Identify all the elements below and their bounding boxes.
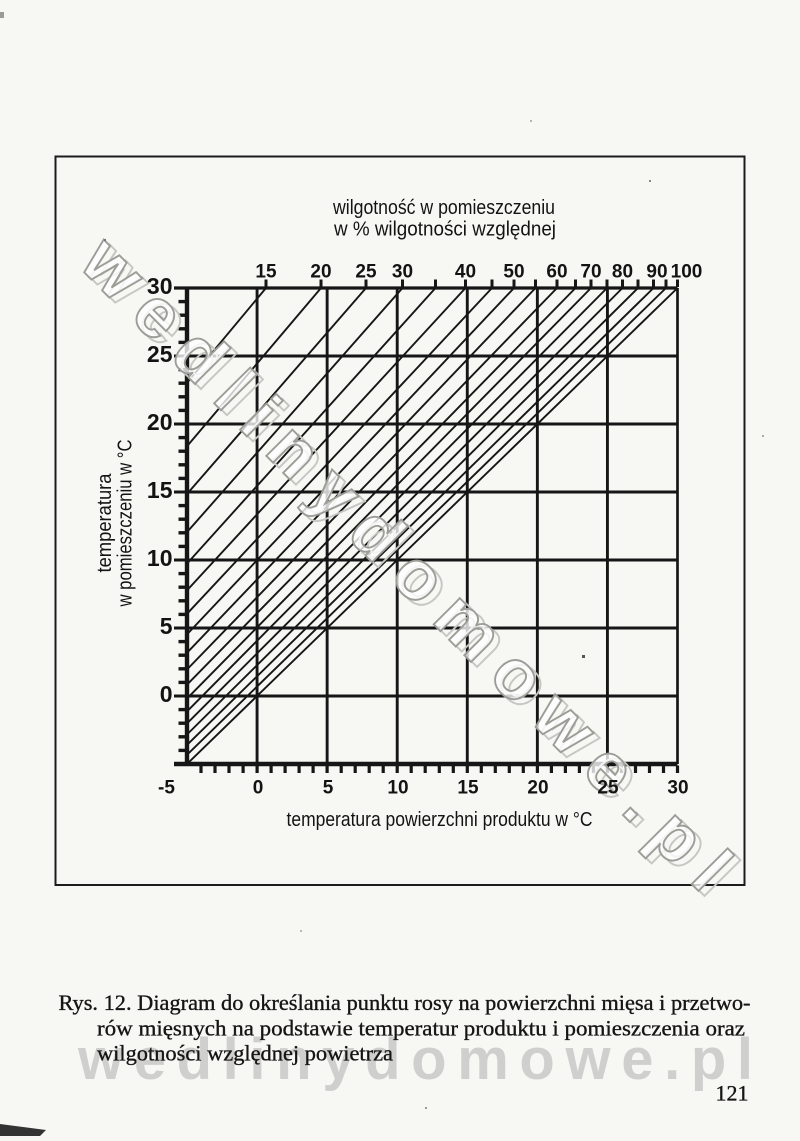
svg-text:20: 20 xyxy=(527,778,548,799)
svg-text:15: 15 xyxy=(255,262,277,283)
svg-text:Rys. 12. Diagram do określania: Rys. 12. Diagram do określania punktu ro… xyxy=(59,990,751,1015)
svg-text:w pomieszczeniu w °C: w pomieszczeniu w °C xyxy=(115,440,137,608)
svg-text:15: 15 xyxy=(457,778,479,799)
svg-text:wilgotność w pomieszczeniu: wilgotność w pomieszczeniu xyxy=(332,197,555,219)
svg-text:30: 30 xyxy=(147,273,173,299)
svg-text:30: 30 xyxy=(392,262,413,283)
svg-text:40: 40 xyxy=(455,262,476,283)
svg-text:100: 100 xyxy=(671,262,703,283)
svg-text:0: 0 xyxy=(160,681,173,707)
svg-text:25: 25 xyxy=(355,262,377,283)
svg-text:wedlinydomowe.pl: wedlinydomowe.pl xyxy=(77,1027,753,1092)
svg-text:0: 0 xyxy=(253,778,264,799)
svg-text:wilgotności względnej powietrz: wilgotności względnej powietrza xyxy=(97,1041,393,1066)
svg-text:rów mięsnych na podstawie temp: rów mięsnych na podstawie temperatur pro… xyxy=(97,1016,745,1041)
svg-text:-5: -5 xyxy=(158,778,175,799)
svg-text:90: 90 xyxy=(646,262,667,283)
svg-text:80: 80 xyxy=(612,262,633,283)
svg-text:25: 25 xyxy=(597,778,619,799)
svg-text:5: 5 xyxy=(160,613,173,639)
svg-text:w % wilgotności względnej: w % wilgotności względnej xyxy=(333,219,556,241)
svg-text:60: 60 xyxy=(546,262,567,283)
svg-text:10: 10 xyxy=(387,778,408,799)
svg-text:5: 5 xyxy=(323,778,334,799)
svg-text:20: 20 xyxy=(147,409,173,435)
svg-text:10: 10 xyxy=(147,545,173,571)
svg-text:temperatura powierzchni produk: temperatura powierzchni produktu w °C xyxy=(287,809,593,831)
svg-text:121: 121 xyxy=(716,1081,749,1106)
svg-text:50: 50 xyxy=(503,262,524,283)
svg-text:15: 15 xyxy=(147,477,173,503)
svg-text:20: 20 xyxy=(310,262,331,283)
svg-text:70: 70 xyxy=(580,262,601,283)
svg-text:25: 25 xyxy=(147,341,173,367)
svg-text:30: 30 xyxy=(667,778,688,799)
svg-text:temperatura: temperatura xyxy=(94,473,116,573)
